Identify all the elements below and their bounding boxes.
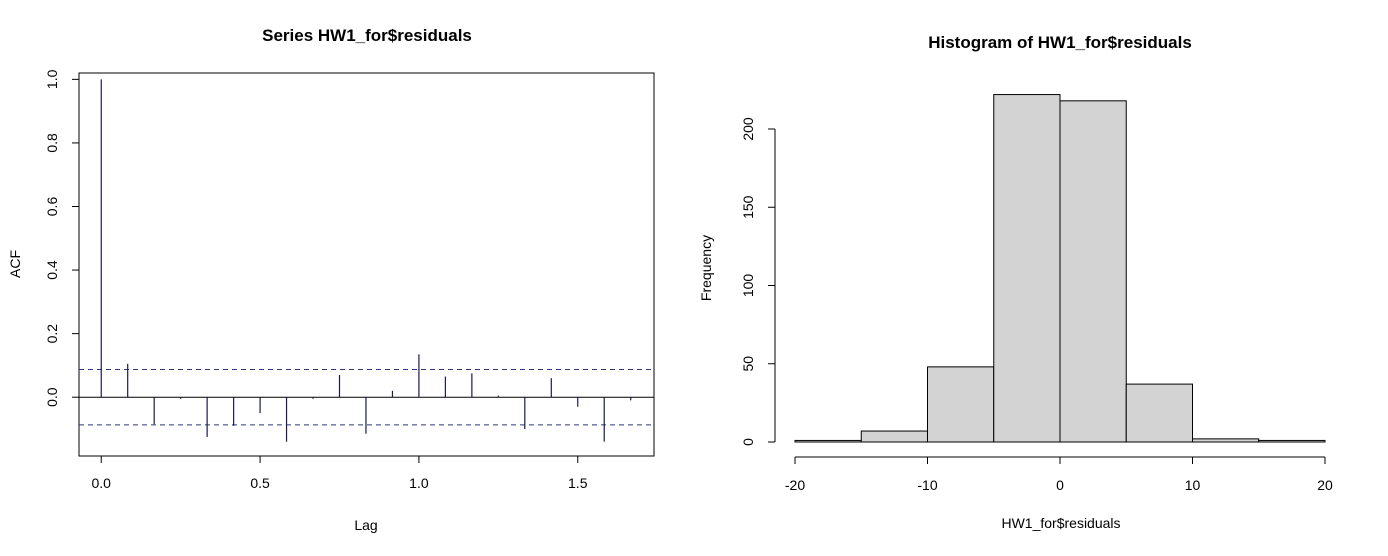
acf-chart: Series HW1_for$residuals Lag ACF 0.0 0.5 1… bbox=[7, 26, 655, 533]
hist-ylabel: Frequency bbox=[698, 235, 714, 301]
acf-xtick-label: 1.5 bbox=[568, 475, 588, 491]
acf-title: Series HW1_for$residuals bbox=[262, 26, 472, 45]
hist-xlabel: HW1_for$residuals bbox=[1001, 515, 1120, 531]
acf-ytick-label: 0.4 bbox=[44, 260, 60, 280]
histogram-bar bbox=[1258, 439, 1326, 443]
acf-xtick-label: 1.0 bbox=[409, 475, 429, 491]
hist-ytick-label: 0 bbox=[740, 438, 756, 446]
hist-xtick-label: 10 bbox=[1185, 477, 1201, 493]
hist-ytick-label: 150 bbox=[740, 195, 756, 219]
histogram-bar bbox=[927, 366, 995, 443]
histogram-bar bbox=[860, 430, 928, 443]
hist-xtick-label: 20 bbox=[1317, 477, 1333, 493]
acf-ytick-label: 0.2 bbox=[44, 324, 60, 344]
hist-ytick-label: 50 bbox=[740, 356, 756, 372]
acf-xtick-label: 0.0 bbox=[92, 475, 112, 491]
hist-title: Histogram of HW1_for$residuals bbox=[928, 33, 1192, 52]
acf-ytick-label: 1.0 bbox=[44, 69, 60, 89]
histogram-bar bbox=[1125, 383, 1193, 443]
acf-ylabel: ACF bbox=[7, 250, 23, 278]
histogram-bar bbox=[1192, 438, 1260, 443]
histogram-bar bbox=[794, 439, 862, 443]
hist-xtick-label: -10 bbox=[917, 477, 937, 493]
histogram-bar bbox=[1059, 100, 1127, 443]
acf-ytick-label: 0.8 bbox=[44, 133, 60, 153]
acf-xtick-label: 0.5 bbox=[250, 475, 270, 491]
acf-ytick-label: 0.6 bbox=[44, 197, 60, 217]
acf-plot-frame bbox=[78, 72, 655, 457]
acf-xlabel: Lag bbox=[354, 517, 377, 533]
hist-xtick-label: 0 bbox=[1056, 477, 1064, 493]
hist-ytick-label: 100 bbox=[740, 274, 756, 298]
histogram-bar bbox=[993, 94, 1061, 443]
acf-ytick-label: 0.0 bbox=[44, 387, 60, 407]
acf-marks: 0.0 0.5 1.0 1.5 0.0 0.2 0.4 0.6 0.8 1.0 bbox=[44, 69, 654, 491]
histogram-chart: Histogram of HW1_for$residuals HW1_for$r… bbox=[698, 33, 1333, 531]
hist-ytick-label: 200 bbox=[740, 117, 756, 141]
hist-xtick-label: -20 bbox=[785, 477, 805, 493]
